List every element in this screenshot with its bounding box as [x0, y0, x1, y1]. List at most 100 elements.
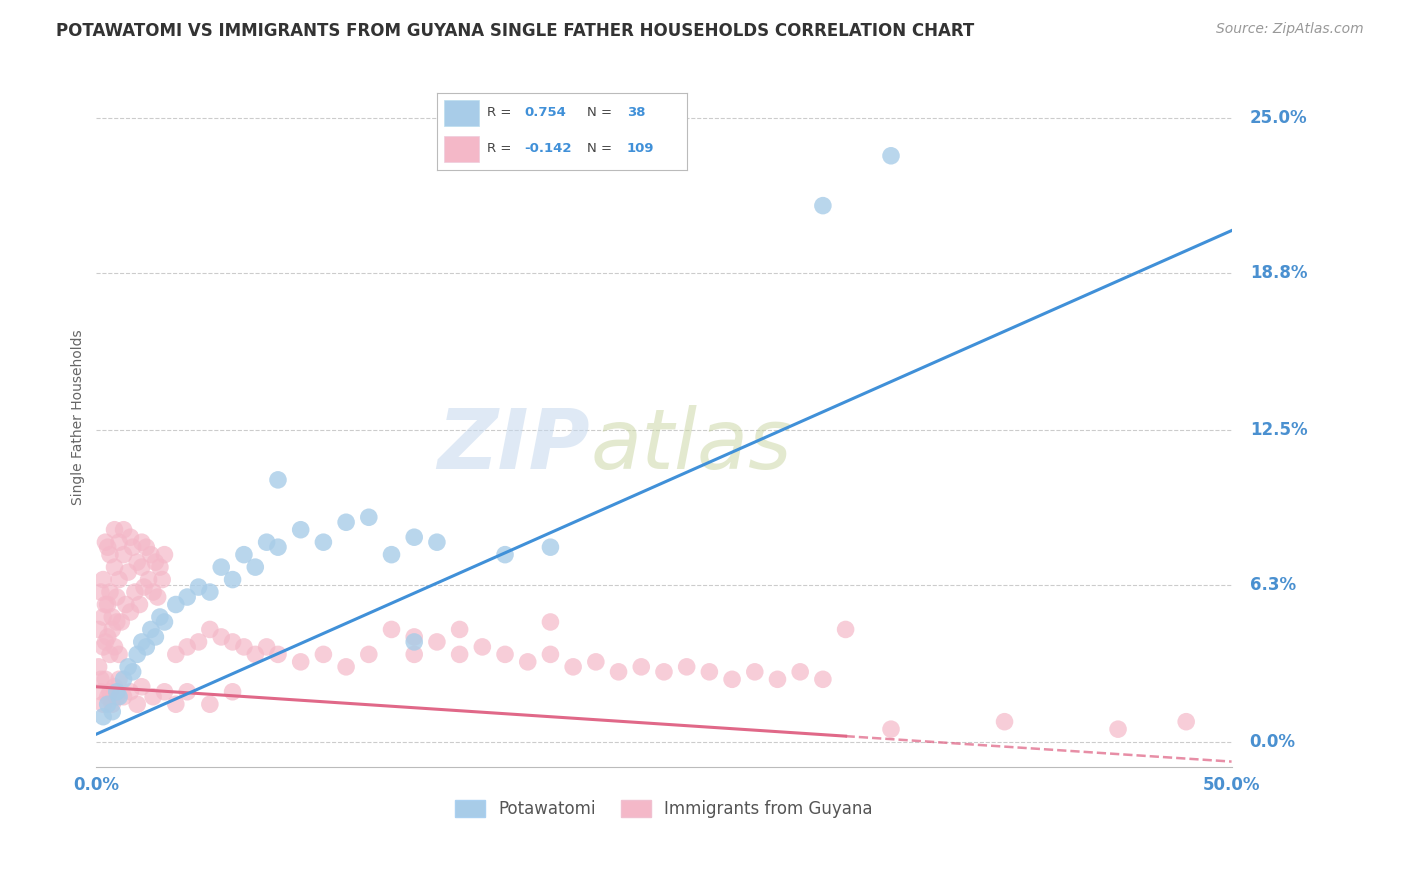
Point: [744, 665, 766, 679]
Legend: Potawatomi, Immigrants from Guyana: Potawatomi, Immigrants from Guyana: [449, 793, 880, 824]
Point: [90, 673, 112, 687]
Point: [103, 640, 125, 654]
Point: [335, 515, 357, 529]
Point: [112, 523, 135, 537]
Point: [121, 665, 143, 679]
Point: [128, 598, 150, 612]
Point: [117, 565, 139, 579]
Point: [187, 635, 209, 649]
Point: [176, 685, 198, 699]
Point: [101, 610, 124, 624]
Point: [87, 660, 110, 674]
Point: [105, 590, 128, 604]
Point: [426, 535, 449, 549]
Point: [209, 630, 232, 644]
Point: [127, 698, 149, 712]
Point: [267, 540, 290, 554]
Point: [139, 623, 162, 637]
Point: [630, 660, 652, 674]
Point: [380, 548, 402, 562]
Point: [101, 705, 124, 719]
Point: [117, 660, 139, 674]
Point: [245, 560, 267, 574]
Point: [209, 560, 232, 574]
Point: [131, 680, 153, 694]
Point: [607, 665, 630, 679]
Point: [87, 623, 110, 637]
Point: [335, 660, 357, 674]
Point: [101, 623, 124, 637]
Point: [149, 560, 172, 574]
Point: [97, 630, 120, 644]
Point: [94, 598, 117, 612]
Point: [108, 535, 131, 549]
Point: [187, 580, 209, 594]
Point: [112, 548, 135, 562]
Point: [290, 655, 312, 669]
Point: [993, 714, 1015, 729]
Text: ZIP: ZIP: [437, 405, 591, 486]
Point: [256, 640, 278, 654]
Point: [103, 680, 125, 694]
Point: [138, 573, 160, 587]
Point: [198, 585, 221, 599]
Point: [98, 685, 121, 699]
Point: [108, 573, 131, 587]
Point: [404, 630, 426, 644]
Point: [145, 630, 167, 644]
Point: [91, 698, 114, 712]
Point: [139, 548, 162, 562]
Point: [149, 610, 172, 624]
Point: [153, 615, 176, 629]
Point: [721, 673, 744, 687]
Point: [112, 673, 135, 687]
Point: [404, 635, 426, 649]
Point: [562, 660, 585, 674]
Point: [120, 605, 142, 619]
Point: [221, 685, 243, 699]
Point: [97, 598, 120, 612]
Point: [290, 523, 312, 537]
Point: [94, 535, 117, 549]
Text: 6.3%: 6.3%: [1250, 575, 1296, 593]
Point: [91, 640, 114, 654]
Point: [98, 648, 121, 662]
Point: [132, 580, 155, 594]
Text: POTAWATOMI VS IMMIGRANTS FROM GUYANA SINGLE FATHER HOUSEHOLDS CORRELATION CHART: POTAWATOMI VS IMMIGRANTS FROM GUYANA SIN…: [56, 22, 974, 40]
Point: [165, 698, 187, 712]
Point: [834, 623, 856, 637]
Point: [538, 615, 561, 629]
Point: [115, 598, 138, 612]
Point: [91, 610, 114, 624]
Point: [404, 530, 426, 544]
Point: [146, 590, 169, 604]
Point: [150, 573, 173, 587]
Point: [494, 648, 516, 662]
Point: [90, 585, 112, 599]
Point: [94, 635, 117, 649]
Point: [880, 722, 903, 736]
Point: [221, 573, 243, 587]
Point: [105, 615, 128, 629]
Point: [766, 673, 789, 687]
Point: [221, 635, 243, 649]
Point: [357, 648, 380, 662]
Point: [880, 149, 903, 163]
Text: 0.0%: 0.0%: [1250, 732, 1296, 751]
Point: [91, 709, 114, 723]
Point: [232, 640, 254, 654]
Point: [105, 690, 128, 704]
Point: [652, 665, 675, 679]
Point: [103, 560, 125, 574]
Point: [105, 685, 128, 699]
Point: [516, 655, 538, 669]
Point: [142, 585, 165, 599]
Point: [97, 540, 120, 554]
Point: [97, 698, 120, 712]
Text: Source: ZipAtlas.com: Source: ZipAtlas.com: [1216, 22, 1364, 37]
Point: [1107, 722, 1129, 736]
Point: [103, 523, 125, 537]
Point: [198, 623, 221, 637]
Point: [449, 623, 471, 637]
Point: [380, 623, 402, 637]
